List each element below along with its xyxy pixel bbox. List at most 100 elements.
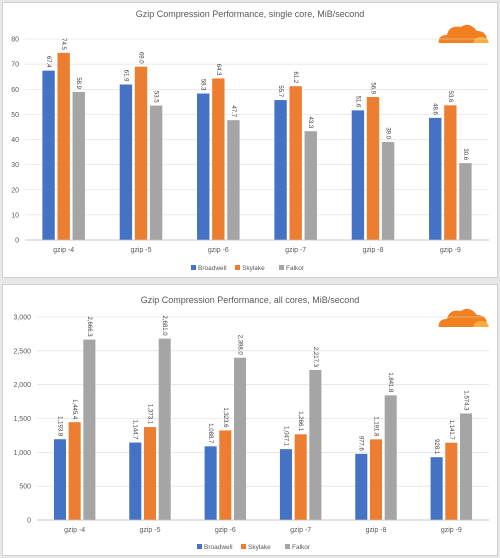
y-tick-label: 60 <box>11 87 19 94</box>
data-label: 2,681.0 <box>161 316 167 337</box>
bar-falkor <box>234 357 247 520</box>
legend-label-skylake: Skylake <box>242 265 265 272</box>
y-tick-label: 0 <box>27 518 31 525</box>
legend-swatch-broadwell <box>197 544 202 549</box>
legend-swatch-falkor <box>279 265 284 270</box>
y-tick-label: 500 <box>19 484 31 491</box>
data-label: 61.2 <box>292 72 298 84</box>
bar-falkor <box>227 120 240 240</box>
data-label: 51.6 <box>354 96 360 108</box>
data-label: 1,193.8 <box>56 416 62 437</box>
data-label: 1,141.7 <box>448 420 454 441</box>
x-tick-label: gzip -8 <box>365 527 386 534</box>
y-tick-label: 1,500 <box>13 416 31 423</box>
data-label: 2,666.3 <box>86 317 92 338</box>
bar-broadwell <box>204 446 217 520</box>
bar-skylake <box>366 97 380 240</box>
bar-skylake <box>369 439 383 520</box>
data-label: 1,191.8 <box>372 416 378 437</box>
bar-falkor <box>459 163 472 240</box>
data-label: 48.6 <box>432 103 438 115</box>
x-tick-label: gzip -8 <box>362 247 383 254</box>
bar-skylake <box>294 434 307 520</box>
chart-panel-all-cores: Gzip Compression Performance, all cores,… <box>2 284 498 556</box>
data-label: 58.9 <box>75 77 81 89</box>
data-label: 47.7 <box>230 105 236 117</box>
y-tick-label: 1,000 <box>13 450 31 457</box>
bar-broadwell <box>351 110 365 240</box>
data-label: 1,144.7 <box>132 420 138 441</box>
data-label: 56.9 <box>369 82 375 94</box>
bar-skylake <box>134 66 148 240</box>
legend-label-broadwell: Broadwell <box>204 544 233 551</box>
data-label: 1,266.1 <box>297 411 303 432</box>
data-label: 1,445.4 <box>71 399 77 420</box>
chart-all-cores: Gzip Compression Performance, all cores,… <box>13 295 489 551</box>
data-label: 64.3 <box>215 64 221 76</box>
y-tick-label: 50 <box>11 112 19 119</box>
legend-swatch-broadwell <box>191 265 196 270</box>
x-tick-label: gzip -9 <box>440 247 461 254</box>
data-label: 2,217.3 <box>312 347 318 368</box>
x-tick-label: gzip -6 <box>208 247 229 254</box>
bar-skylake <box>68 422 81 520</box>
y-tick-label: 10 <box>11 212 19 219</box>
legend-label-falkor: Falkor <box>286 265 305 272</box>
data-label: 53.5 <box>153 91 159 103</box>
data-label: 1,088.7 <box>207 423 213 444</box>
chart-title: Gzip Compression Performance, all cores,… <box>141 295 360 305</box>
legend-swatch-falkor <box>285 544 290 549</box>
data-label: 977.6 <box>358 436 364 452</box>
y-tick-label: 20 <box>11 187 19 194</box>
bar-broadwell <box>129 442 142 520</box>
y-tick-label: 30 <box>11 162 19 169</box>
y-tick-label: 40 <box>11 137 19 144</box>
y-tick-label: 2,000 <box>13 382 31 389</box>
data-label: 67.4 <box>45 56 51 68</box>
bar-broadwell <box>197 93 210 241</box>
bar-falkor <box>384 395 397 520</box>
y-tick-label: 80 <box>11 37 19 44</box>
bar-broadwell <box>355 453 368 520</box>
y-tick-label: 3,000 <box>13 315 31 322</box>
bar-skylake <box>219 430 232 520</box>
bar-broadwell <box>430 457 443 520</box>
bar-falkor <box>72 92 85 240</box>
legend-swatch-skylake <box>241 544 246 549</box>
data-label: 53.6 <box>447 91 453 103</box>
bar-falkor <box>149 105 163 240</box>
bar-skylake <box>445 442 458 520</box>
data-label: 1,574.3 <box>462 390 468 411</box>
chart-title: Gzip Compression Performance, single cor… <box>136 9 365 19</box>
y-tick-label: 2,500 <box>13 348 31 355</box>
data-label: 1,841.8 <box>387 372 393 393</box>
bar-broadwell <box>279 449 292 520</box>
data-label: 61.9 <box>122 70 128 82</box>
bar-falkor <box>460 413 473 520</box>
bar-broadwell <box>42 70 55 240</box>
bar-skylake <box>289 86 302 240</box>
x-tick-label: gzip -4 <box>64 527 85 534</box>
bar-broadwell <box>119 84 133 240</box>
data-label: 1,047.1 <box>282 426 288 447</box>
bar-falkor <box>309 369 322 520</box>
cloudflare-cloud-icon <box>438 308 489 330</box>
bar-falkor <box>83 339 96 520</box>
bar-falkor <box>304 131 317 240</box>
data-label: 55.7 <box>277 85 283 97</box>
y-tick-label: 70 <box>11 62 19 69</box>
bar-broadwell <box>274 100 287 241</box>
bar-falkor <box>158 338 171 520</box>
legend-label-skylake: Skylake <box>248 544 271 551</box>
x-tick-label: gzip -5 <box>130 247 151 254</box>
x-tick-label: gzip -6 <box>215 527 236 534</box>
data-label: 69.0 <box>137 52 143 64</box>
legend-label-broadwell: Broadwell <box>198 265 227 272</box>
bar-broadwell <box>53 439 66 520</box>
legend-swatch-skylake <box>235 265 240 270</box>
bar-skylake <box>212 78 225 240</box>
chart-single-core: Gzip Compression Performance, single cor… <box>11 9 489 272</box>
x-tick-label: gzip -4 <box>53 247 74 254</box>
x-tick-label: gzip -5 <box>139 527 160 534</box>
data-label: 43.3 <box>307 117 313 129</box>
